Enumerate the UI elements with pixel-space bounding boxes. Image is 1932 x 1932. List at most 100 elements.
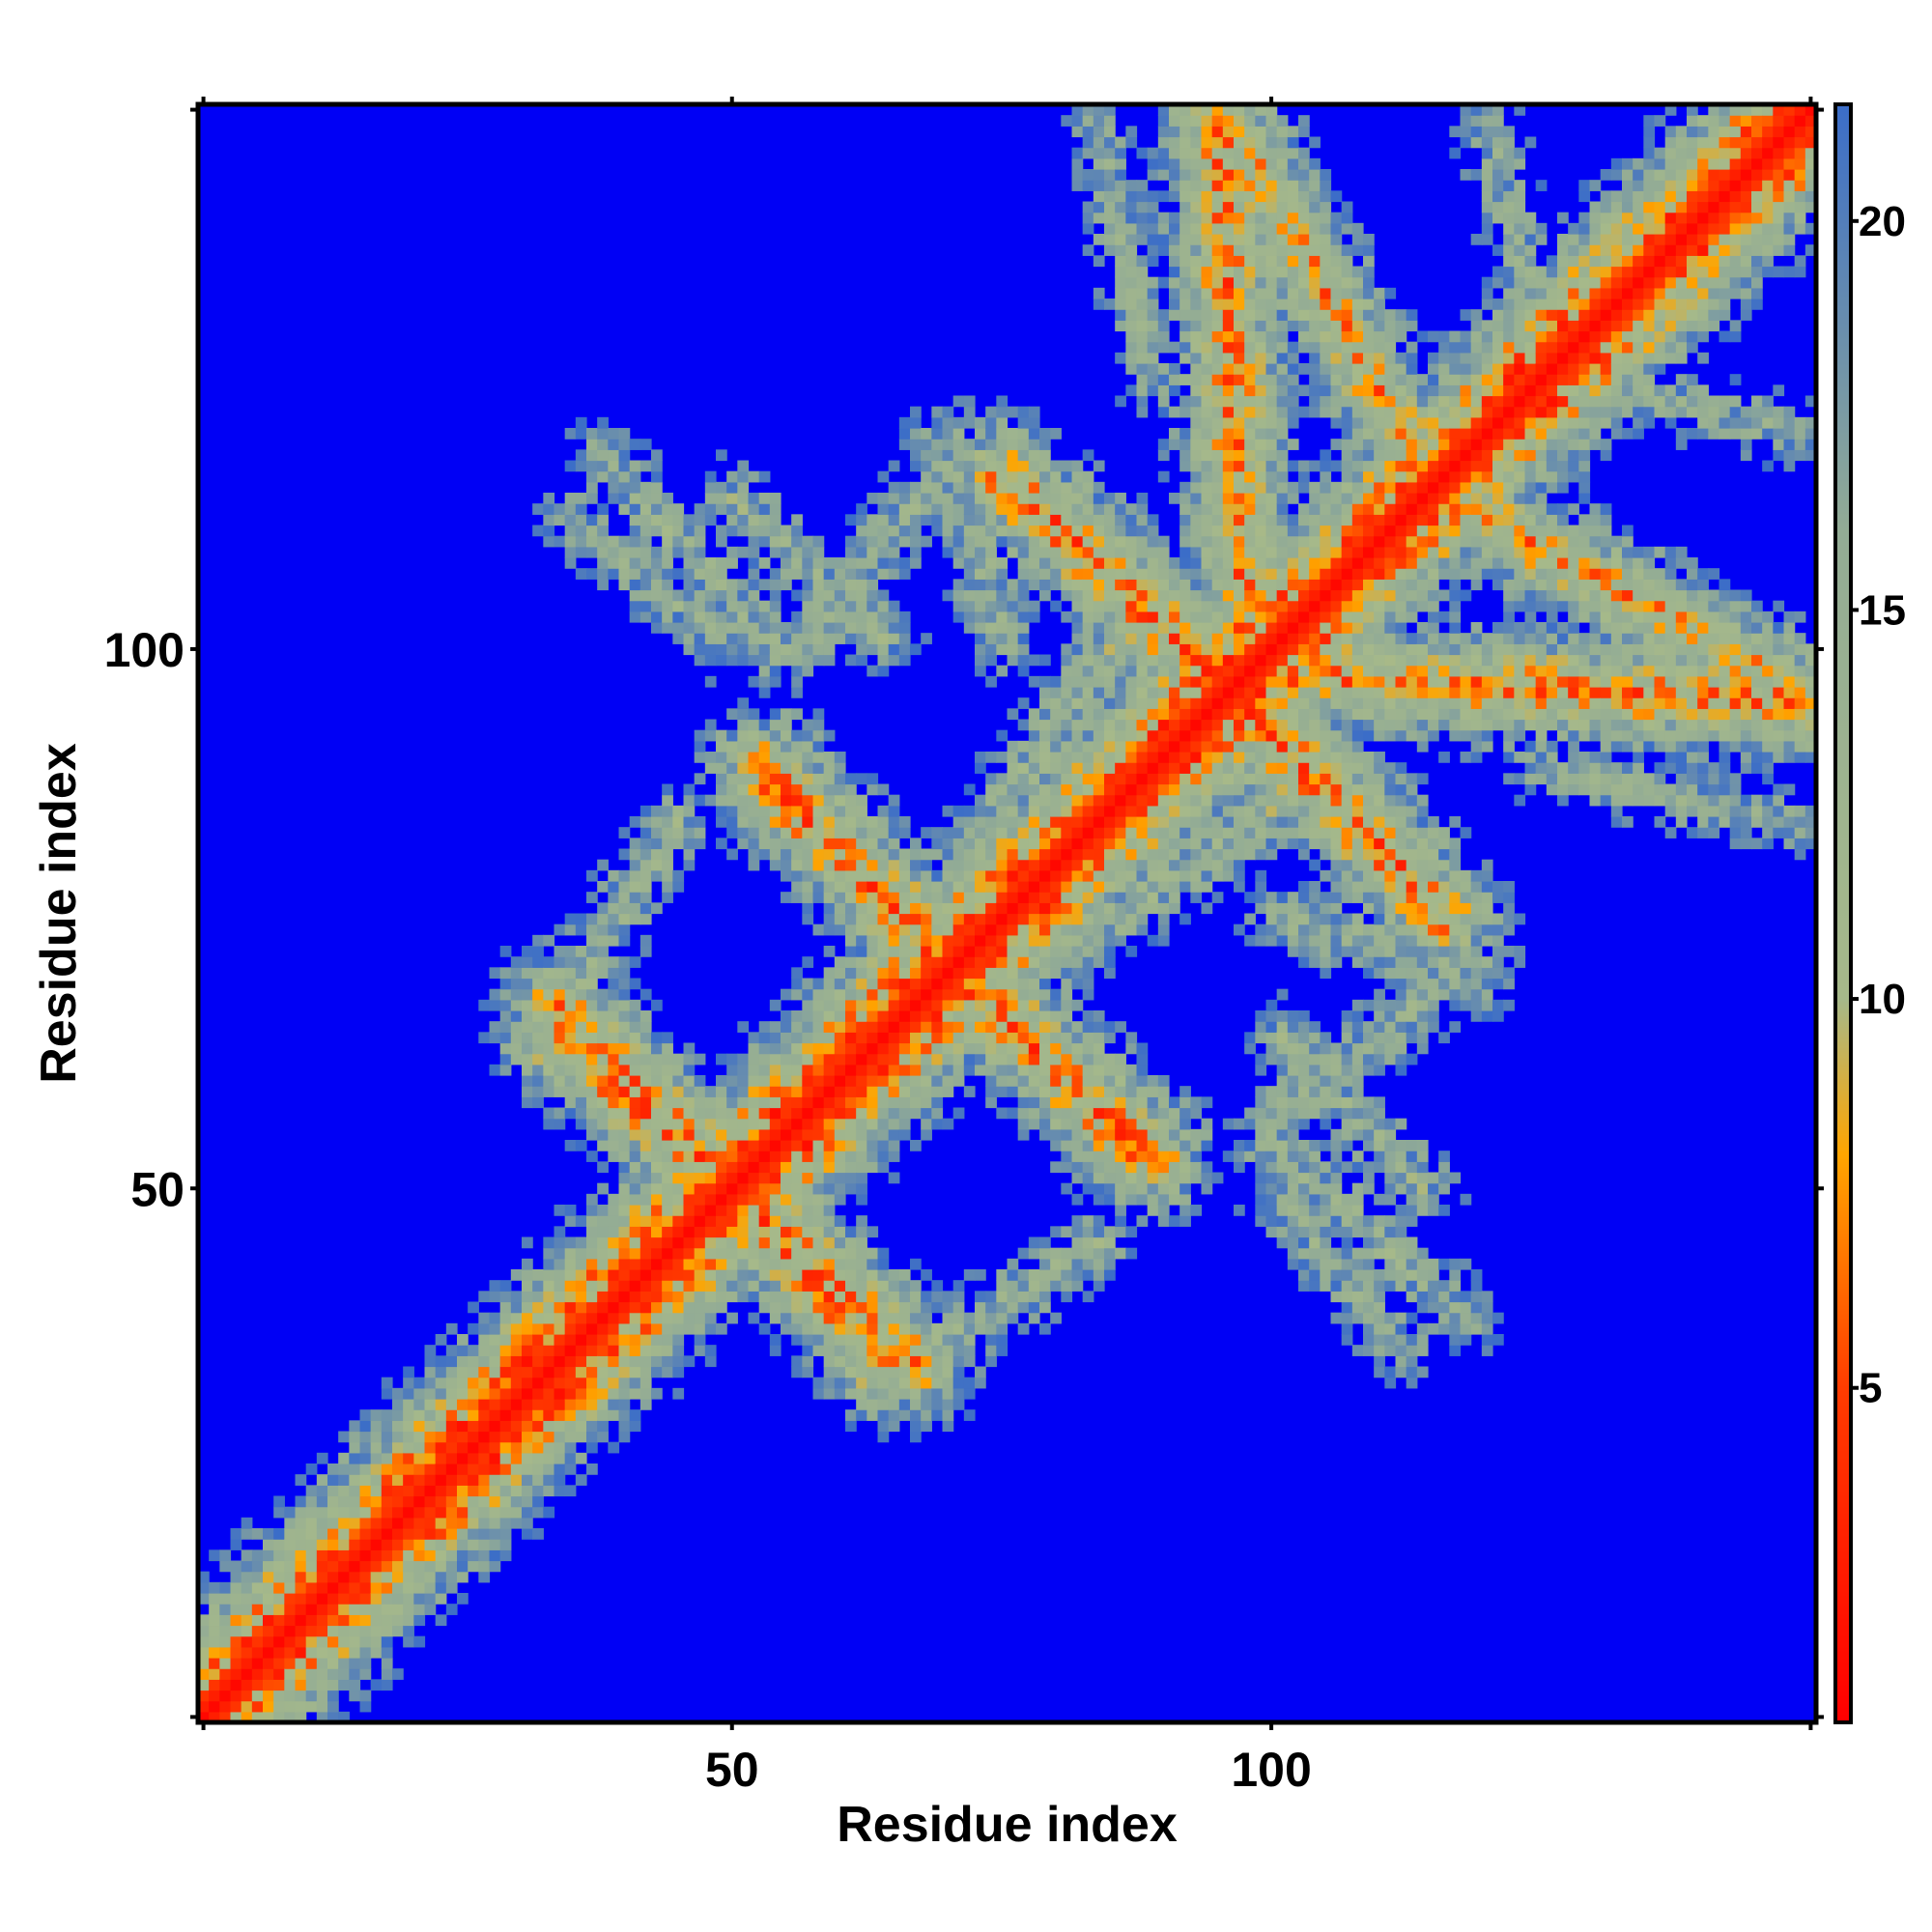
heatmap-cell: [1115, 859, 1126, 871]
heatmap-cell: [985, 514, 997, 526]
heatmap-cell: [499, 1549, 512, 1562]
heatmap-cell: [1179, 535, 1191, 548]
heatmap-cell: [1061, 568, 1073, 580]
heatmap-cell: [532, 1528, 544, 1540]
heatmap-cell: [564, 1064, 577, 1076]
heatmap-cell: [975, 902, 986, 915]
heatmap-cell: [608, 1366, 620, 1378]
heatmap-cell: [457, 1485, 469, 1497]
heatmap-cell: [532, 1312, 544, 1324]
heatmap-cell: [1157, 1118, 1170, 1130]
heatmap-cell: [769, 1215, 781, 1227]
heatmap-cell: [457, 1528, 469, 1540]
heatmap-cell: [1190, 460, 1203, 472]
heatmap-cell: [781, 1096, 792, 1109]
heatmap-cell: [996, 1042, 1009, 1055]
heatmap-cell: [522, 999, 533, 1011]
heatmap-cell: [672, 1193, 685, 1206]
heatmap-cell: [1039, 708, 1051, 721]
heatmap-cell: [726, 1215, 738, 1227]
heatmap-cell: [942, 416, 954, 429]
heatmap-cell: [1157, 622, 1170, 634]
heatmap-cell: [1039, 525, 1051, 537]
heatmap-cell: [737, 816, 750, 828]
heatmap-cell: [781, 1172, 792, 1184]
heatmap-cell: [1190, 1140, 1203, 1151]
heatmap-cell: [683, 514, 696, 526]
heatmap-cell: [1093, 946, 1105, 957]
heatmap-cell: [975, 557, 986, 569]
heatmap-cell: [597, 1075, 609, 1087]
heatmap-cell: [683, 1182, 696, 1195]
heatmap-cell: [1169, 341, 1180, 354]
heatmap-cell: [834, 978, 846, 990]
heatmap-cell: [1201, 881, 1213, 893]
heatmap-cell: [1007, 449, 1019, 462]
heatmap-cell: [1190, 481, 1203, 494]
heatmap-cell: [662, 1269, 673, 1281]
heatmap-cell: [985, 493, 997, 504]
heatmap-cell: [931, 838, 944, 850]
heatmap-cell: [867, 1301, 879, 1314]
heatmap-cell: [1039, 1032, 1051, 1044]
heatmap-cell: [1222, 104, 1235, 116]
heatmap-cell: [327, 1625, 339, 1637]
heatmap-cell: [1169, 493, 1180, 504]
heatmap-cell: [898, 946, 911, 957]
heatmap-cell: [867, 902, 879, 915]
heatmap-cell: [845, 848, 857, 861]
heatmap-cell: [457, 1517, 469, 1529]
heatmap-cell: [683, 1053, 696, 1065]
heatmap-cell: [812, 1258, 825, 1270]
heatmap-cell: [921, 1269, 932, 1281]
heatmap-cell: [845, 1322, 857, 1335]
heatmap-cell: [327, 1646, 339, 1659]
heatmap-cell: [1104, 740, 1116, 753]
heatmap-cell: [996, 783, 1009, 796]
heatmap-cell: [1169, 439, 1180, 450]
heatmap-cell: [781, 1032, 792, 1044]
heatmap-cell: [413, 1506, 426, 1519]
heatmap-cell: [845, 881, 857, 893]
heatmap-cell: [758, 816, 771, 828]
heatmap-cell: [435, 1571, 447, 1583]
heatmap-cell: [704, 643, 717, 656]
heatmap-cell: [1039, 1086, 1051, 1097]
heatmap-cell: [522, 1387, 533, 1400]
heatmap-cell: [1201, 783, 1213, 796]
heatmap-cell: [769, 1236, 781, 1249]
heatmap-cell: [877, 978, 890, 990]
heatmap-cell: [1082, 525, 1094, 537]
heatmap-cell: [575, 913, 587, 925]
heatmap-cell: [651, 546, 663, 558]
heatmap-cell: [1190, 244, 1203, 256]
heatmap-cell: [575, 1399, 587, 1410]
heatmap-cell: [284, 1668, 297, 1680]
heatmap-cell: [241, 1614, 253, 1627]
heatmap-cell: [468, 1301, 479, 1314]
heatmap-cell: [1211, 579, 1224, 591]
heatmap-cell: [662, 827, 673, 838]
heatmap-cell: [1179, 428, 1191, 440]
heatmap-cell: [1125, 848, 1138, 861]
heatmap-cell: [1179, 913, 1191, 925]
heatmap-cell: [327, 1635, 339, 1648]
heatmap-cell: [737, 1075, 750, 1087]
heatmap-cell: [392, 1463, 404, 1475]
heatmap-cell: [1157, 794, 1170, 807]
heatmap-cell: [1136, 525, 1149, 537]
heatmap-cell: [510, 1021, 523, 1033]
heatmap-cell: [942, 805, 954, 817]
heatmap-cell: [867, 535, 879, 548]
heatmap-cell: [403, 1409, 414, 1421]
heatmap-cell: [532, 1086, 544, 1097]
heatmap-cell: [445, 1485, 458, 1497]
heatmap-cell: [1071, 1128, 1084, 1141]
heatmap-cell: [1082, 869, 1094, 882]
heatmap-cell: [1061, 470, 1073, 483]
heatmap-cell: [468, 1485, 479, 1497]
heatmap-cell: [478, 1560, 491, 1573]
heatmap-cell: [845, 999, 857, 1011]
heatmap-cell: [1222, 169, 1235, 181]
heatmap-cell: [1190, 341, 1203, 354]
